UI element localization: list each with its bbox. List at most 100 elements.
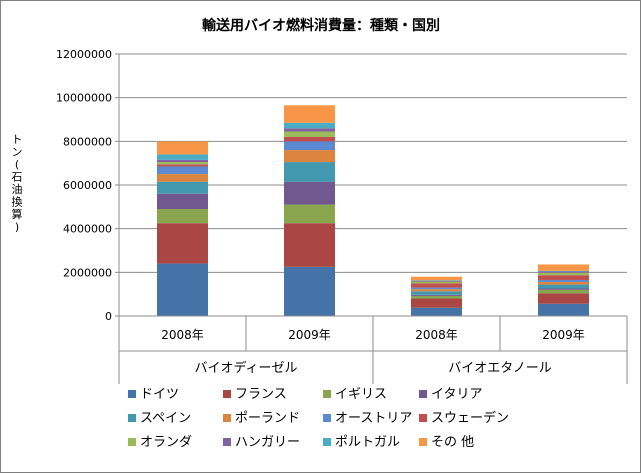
bar-segment xyxy=(157,154,208,159)
y-axis-label-char: 算 xyxy=(12,207,23,221)
legend-label: スウェーデン xyxy=(431,410,509,426)
bar-segment xyxy=(157,209,208,223)
chart-title: 輸送用バイオ燃料消費量：種類・国別 xyxy=(202,17,440,34)
bar-segment xyxy=(157,223,208,263)
bar-segment xyxy=(411,291,462,294)
legend-item: オランダ xyxy=(128,435,192,450)
y-axis-label-char: ン xyxy=(12,146,23,159)
bar-segment xyxy=(411,289,462,291)
bar-segment xyxy=(538,271,589,272)
bar-segment xyxy=(284,141,335,150)
bar-segment xyxy=(284,132,335,137)
legend-swatch xyxy=(223,414,231,422)
legend-swatch xyxy=(323,414,331,422)
legend-item: ポーランド xyxy=(223,411,300,426)
bar-segment xyxy=(284,267,335,316)
legend-label: ポルトガル xyxy=(335,435,400,450)
category-label: 2008年 xyxy=(161,328,204,342)
legend-swatch xyxy=(128,390,136,398)
bar-segment xyxy=(411,288,462,290)
legend-label: オランダ xyxy=(140,435,192,450)
legend-swatch xyxy=(128,438,136,446)
y-axis-label-char: ( xyxy=(15,158,19,171)
legend-item: ドイツ xyxy=(128,387,179,402)
y-tick-label: 0 xyxy=(105,310,112,323)
legend-label: オーストリア xyxy=(335,411,412,426)
bar-segment xyxy=(157,166,208,174)
bar-segment xyxy=(157,160,208,162)
bar-segment xyxy=(538,288,589,289)
y-tick-label: 4000000 xyxy=(63,223,112,236)
legend-swatch xyxy=(419,414,427,422)
bar-segment xyxy=(538,304,589,316)
group-label: バイオディーゼル xyxy=(194,360,297,376)
y-axis-label-char: 換 xyxy=(12,196,23,209)
legend-label: フランス xyxy=(235,387,287,402)
legend-item: その 他 xyxy=(419,435,474,450)
bar-segment xyxy=(411,299,462,308)
bar-segment xyxy=(284,128,335,131)
bar-segment xyxy=(411,308,462,316)
bar-segment xyxy=(411,277,462,280)
bar-segment xyxy=(538,271,589,272)
bar-segment xyxy=(157,162,208,164)
legend-swatch xyxy=(419,438,427,446)
bars xyxy=(157,105,589,316)
legend-item: ハンガリー xyxy=(223,435,300,450)
y-axis-label-char: 石 xyxy=(12,171,23,184)
bar-segment xyxy=(411,283,462,287)
legend-item: スウェーデン xyxy=(419,410,509,426)
bar-segment xyxy=(157,264,208,316)
bar-segment xyxy=(157,141,208,154)
y-axis-label-char: ト xyxy=(12,133,23,146)
bar-segment xyxy=(538,290,589,293)
legend-swatch xyxy=(419,390,427,398)
bar-segment xyxy=(538,282,589,285)
legend-swatch xyxy=(323,390,331,398)
legend-item: フランス xyxy=(223,387,287,402)
bar-segment xyxy=(157,174,208,182)
legend-swatch xyxy=(128,414,136,422)
bar-segment xyxy=(284,223,335,267)
bar-segment xyxy=(538,273,589,275)
legend-label: その 他 xyxy=(431,435,474,450)
legend-item: オーストリア xyxy=(323,411,412,426)
legend-label: スペイン xyxy=(140,411,191,426)
legend-item: イギリス xyxy=(323,387,387,402)
bar-segment xyxy=(284,137,335,141)
legend-item: ポルトガル xyxy=(323,435,400,450)
y-axis-label-char: ) xyxy=(15,221,19,234)
legend-label: ドイツ xyxy=(140,387,179,402)
bar-segment xyxy=(157,164,208,166)
y-tick-label: 10000000 xyxy=(56,92,112,105)
bar-segment xyxy=(284,182,335,205)
bar-segment xyxy=(538,275,589,280)
category-label: 2008年 xyxy=(415,328,458,342)
legend-swatch xyxy=(223,438,231,446)
category-label: 2009年 xyxy=(542,328,585,342)
legend: ドイツフランスイギリスイタリアスペインポーランドオーストリアスウェーデンオランダ… xyxy=(128,387,509,450)
bar-segment xyxy=(411,281,462,282)
bar-segment xyxy=(284,162,335,182)
bar-segment xyxy=(157,182,208,194)
bar-segment xyxy=(284,105,335,122)
bar-segment xyxy=(411,296,462,299)
bar-segment xyxy=(538,264,589,270)
y-tick-label: 8000000 xyxy=(63,135,112,148)
bar-segment xyxy=(284,150,335,162)
y-axis-ticks: 0200000040000006000000800000010000000120… xyxy=(56,48,119,323)
legend-label: イギリス xyxy=(335,387,387,402)
bar-segment xyxy=(157,194,208,209)
legend-swatch xyxy=(323,438,331,446)
y-axis-label-char: 油 xyxy=(12,182,23,196)
category-label: 2009年 xyxy=(288,328,331,342)
legend-label: ハンガリー xyxy=(235,435,300,450)
legend-item: スペイン xyxy=(128,411,191,426)
y-tick-label: 6000000 xyxy=(63,179,112,192)
y-tick-label: 12000000 xyxy=(56,48,112,61)
group-label: バイオエタノール xyxy=(448,361,552,376)
